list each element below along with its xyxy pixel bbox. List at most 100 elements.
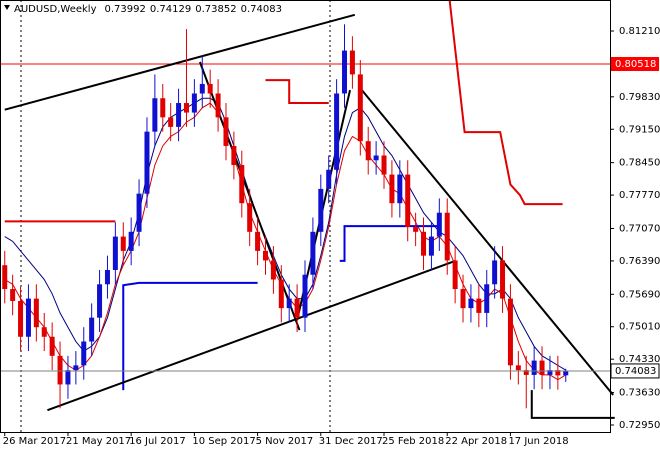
candle-body <box>310 231 316 275</box>
y-tick-label: 0.74330 <box>619 354 660 365</box>
candle-body <box>199 83 205 94</box>
candle-body <box>365 141 371 161</box>
header-low: 0.73852 <box>195 4 236 15</box>
level-label: 0.80518 <box>615 59 656 70</box>
candle-body <box>381 155 387 175</box>
candle-body <box>460 289 466 309</box>
candle-body <box>302 274 308 318</box>
candle-body <box>555 370 561 376</box>
x-tick-label: 10 Sep 2017 <box>192 436 255 447</box>
x-tick-label: 26 Mar 2017 <box>3 436 66 447</box>
candle-body <box>428 236 434 256</box>
candle-body <box>563 370 569 376</box>
candle-body <box>223 117 229 146</box>
candle-body <box>500 260 506 299</box>
candle-body <box>176 103 182 127</box>
candle-body <box>144 131 150 194</box>
header-open: 0.73992 <box>105 4 146 15</box>
candle-body <box>342 50 348 94</box>
candle-body <box>531 360 537 375</box>
y-tick-label: 0.75690 <box>619 289 660 300</box>
candle-body <box>128 231 134 251</box>
candle-body <box>207 83 213 94</box>
candle-body <box>49 336 55 356</box>
candle-body <box>421 231 427 256</box>
step-line <box>265 79 329 105</box>
plot-area <box>0 0 615 419</box>
candle-body <box>326 169 332 189</box>
candle-body <box>539 360 545 375</box>
candle-body <box>231 145 237 166</box>
x-tick-label: 31 Dec 2017 <box>319 436 383 447</box>
candle-body <box>334 93 340 170</box>
y-tick-label: 0.76390 <box>619 256 660 267</box>
candle-body <box>523 370 529 375</box>
step-line <box>122 281 258 391</box>
candle-body <box>136 193 142 232</box>
x-tick-label: 5 Nov 2017 <box>256 436 314 447</box>
trendline <box>4 13 356 111</box>
step-line <box>448 0 563 206</box>
symbol: AUDUSD,Weekly <box>14 4 97 15</box>
candle-body <box>247 203 253 232</box>
candle-body <box>476 298 482 313</box>
current-price-label: 0.74083 <box>615 366 656 377</box>
candle-body <box>547 370 553 375</box>
x-tick-label: 16 Jul 2017 <box>129 436 186 447</box>
candle-body <box>73 365 79 371</box>
candle-body <box>33 298 39 328</box>
candle-body <box>436 212 442 237</box>
trendline <box>361 89 614 396</box>
candle-body <box>2 265 8 290</box>
candle-body <box>65 370 71 385</box>
y-tick-label: 0.77770 <box>619 190 660 201</box>
candle-body <box>215 93 221 118</box>
candle-body <box>89 317 95 342</box>
moving-average <box>4 97 567 371</box>
candle-body <box>112 236 118 270</box>
candle-body <box>405 174 411 228</box>
candle-body <box>120 236 126 251</box>
candle-body <box>286 298 292 309</box>
y-tick-label: 0.81210 <box>619 26 660 37</box>
candle-body <box>444 212 450 261</box>
candle-body <box>168 117 174 127</box>
candle-body <box>484 284 490 313</box>
candle-body <box>413 227 419 232</box>
y-tick-label: 0.79150 <box>619 124 660 135</box>
candle-body <box>468 298 474 309</box>
chart-frame <box>0 0 611 433</box>
candle-body <box>18 300 24 337</box>
candle-body <box>262 250 268 261</box>
y-tick-label: 0.77070 <box>619 223 660 234</box>
x-tick-label: 17 Jun 2018 <box>508 436 568 447</box>
candle-body <box>255 231 261 251</box>
trendline <box>530 390 615 419</box>
candle-body <box>349 50 355 75</box>
header-close: 0.74083 <box>241 4 282 15</box>
candle-body <box>357 74 363 142</box>
candle-body <box>104 269 110 285</box>
candle-body <box>492 260 498 285</box>
candle-body <box>294 298 300 318</box>
y-tick-label: 0.73630 <box>619 388 660 399</box>
candle-body <box>397 174 403 204</box>
candle-body <box>239 165 245 204</box>
candle-body <box>318 188 324 232</box>
candle-body <box>152 98 158 132</box>
trendline <box>47 259 456 412</box>
candle-body <box>41 327 47 337</box>
current-price-bg <box>610 363 660 379</box>
candle-body <box>57 355 63 385</box>
candle-body <box>183 103 189 113</box>
candle-body <box>373 155 379 161</box>
step-line <box>339 225 440 262</box>
candle-body <box>160 98 166 118</box>
y-tick-label: 0.79830 <box>619 92 660 103</box>
level-label-bg <box>611 57 659 72</box>
candle-body <box>97 284 103 318</box>
candle-body <box>191 93 197 113</box>
header: AUDUSD,Weekly 0.73992 0.74129 0.73852 0.7408… <box>14 4 282 15</box>
x-tick-label: 21 May 2017 <box>66 436 131 447</box>
